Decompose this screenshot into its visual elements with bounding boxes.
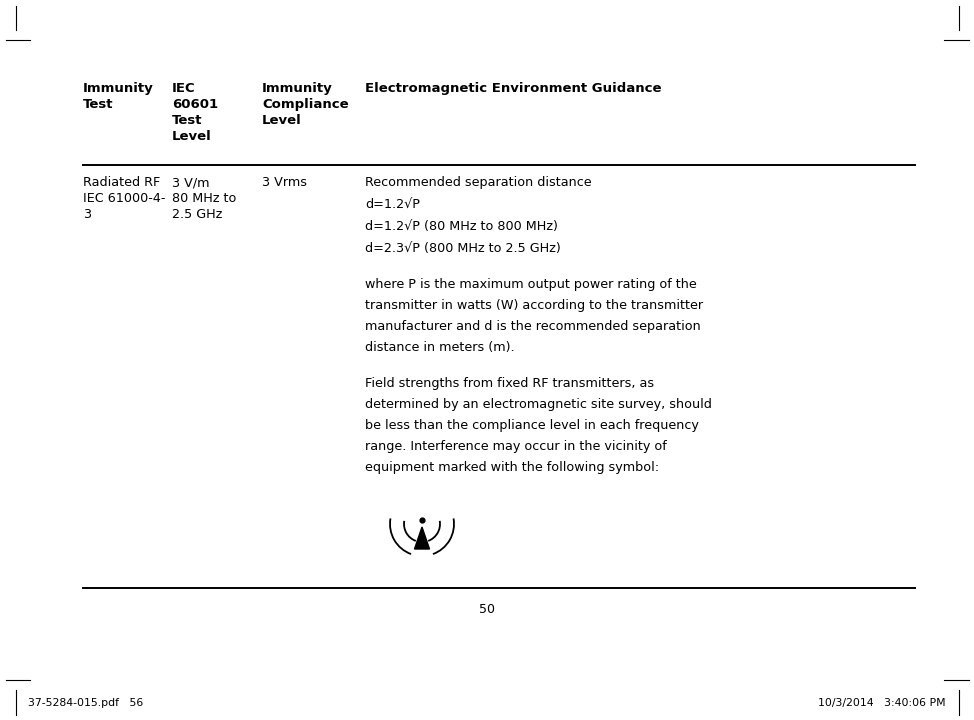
Text: d=1.2√P (80 MHz to 800 MHz): d=1.2√P (80 MHz to 800 MHz) <box>365 220 558 233</box>
Text: be less than the compliance level in each frequency: be less than the compliance level in eac… <box>365 419 699 432</box>
Text: 3 Vrms: 3 Vrms <box>262 176 307 189</box>
Text: d=1.2√P: d=1.2√P <box>365 198 420 211</box>
Text: range. Interference may occur in the vicinity of: range. Interference may occur in the vic… <box>365 440 667 453</box>
Text: determined by an electromagnetic site survey, should: determined by an electromagnetic site su… <box>365 398 712 411</box>
Polygon shape <box>415 527 430 549</box>
Text: Immunity
Compliance
Level: Immunity Compliance Level <box>262 82 349 127</box>
Text: distance in meters (m).: distance in meters (m). <box>365 341 514 354</box>
Text: Electromagnetic Environment Guidance: Electromagnetic Environment Guidance <box>365 82 661 95</box>
Text: 50: 50 <box>479 603 495 616</box>
Text: 37-5284-015.pdf   56: 37-5284-015.pdf 56 <box>28 698 143 708</box>
Text: IEC
60601
Test
Level: IEC 60601 Test Level <box>172 82 218 143</box>
Text: equipment marked with the following symbol:: equipment marked with the following symb… <box>365 461 659 474</box>
Text: Immunity
Test: Immunity Test <box>83 82 154 111</box>
Text: Recommended separation distance: Recommended separation distance <box>365 176 591 189</box>
Text: 3 V/m
80 MHz to
2.5 GHz: 3 V/m 80 MHz to 2.5 GHz <box>172 176 237 221</box>
Text: transmitter in watts (W) according to the transmitter: transmitter in watts (W) according to th… <box>365 299 703 312</box>
Text: Radiated RF
IEC 61000-4-
3: Radiated RF IEC 61000-4- 3 <box>83 176 166 221</box>
Text: where P is the maximum output power rating of the: where P is the maximum output power rati… <box>365 278 696 291</box>
Text: d=2.3√P (800 MHz to 2.5 GHz): d=2.3√P (800 MHz to 2.5 GHz) <box>365 242 561 255</box>
Text: Field strengths from fixed RF transmitters, as: Field strengths from fixed RF transmitte… <box>365 377 655 390</box>
Text: manufacturer and d is the recommended separation: manufacturer and d is the recommended se… <box>365 320 700 333</box>
Text: 10/3/2014   3:40:06 PM: 10/3/2014 3:40:06 PM <box>818 698 946 708</box>
